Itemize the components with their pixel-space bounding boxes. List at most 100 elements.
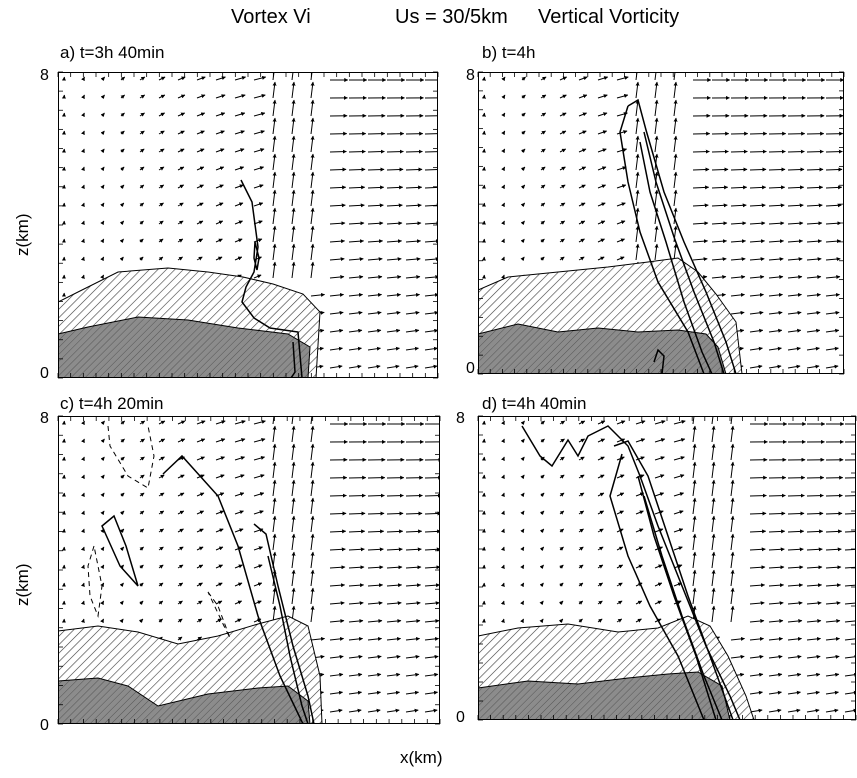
wind-vector (81, 94, 85, 100)
wind-vector (787, 511, 805, 516)
wind-vector (616, 438, 626, 443)
wind-vector (806, 364, 820, 369)
wind-vector (120, 510, 125, 515)
wind-vector (177, 582, 184, 587)
wind-vector (234, 492, 245, 497)
wind-vector (348, 547, 365, 552)
wind-vector (424, 636, 440, 641)
wind-vector (520, 456, 525, 462)
wind-vector (616, 582, 623, 587)
wind-vector (215, 600, 223, 605)
wind-vector (196, 636, 202, 641)
wind-vector (424, 221, 438, 226)
wind-vector (806, 565, 823, 570)
wind-vector (616, 546, 624, 551)
wind-vector (597, 564, 604, 569)
wind-vector (386, 565, 403, 570)
wind-vector (158, 76, 166, 81)
wind-vector (386, 364, 400, 369)
wind-vector (329, 346, 343, 351)
wind-vector (310, 636, 326, 641)
wind-vector (521, 148, 526, 153)
wind-vector (310, 497, 315, 515)
wind-vector (749, 708, 763, 713)
wind-vector (578, 456, 585, 461)
wind-vector (730, 551, 735, 569)
wind-vector (386, 149, 404, 154)
wind-vector (578, 618, 583, 623)
wind-vector (578, 76, 588, 81)
wind-vector (291, 461, 296, 479)
wind-vector (177, 546, 184, 551)
wind-vector (673, 492, 685, 497)
wind-vector (348, 328, 363, 333)
wind-vector (81, 474, 85, 480)
ytick-a-8: 8 (40, 67, 49, 84)
wind-vector (501, 256, 505, 262)
wind-vector (768, 310, 783, 315)
wind-vector (844, 566, 856, 569)
wind-vector (215, 148, 225, 153)
wind-vector (215, 202, 224, 207)
wind-vector (692, 515, 697, 533)
wind-vector (196, 600, 203, 605)
wind-vector (310, 569, 315, 587)
wind-vector (310, 261, 315, 279)
wind-vector (616, 148, 628, 153)
wind-vector (616, 166, 627, 171)
wind-vector (81, 130, 85, 136)
wind-vector (291, 587, 296, 605)
wind-vector (386, 493, 404, 498)
panel-b-contour-3 (643, 131, 725, 374)
wind-vector (329, 364, 343, 369)
wind-vector (749, 529, 767, 534)
wind-vector (80, 238, 85, 244)
wind-vector (367, 292, 383, 297)
wind-vector (80, 582, 85, 588)
wind-vector (673, 243, 678, 261)
wind-vector (234, 166, 245, 171)
wind-vector (405, 167, 423, 172)
wind-vector (825, 672, 840, 677)
wind-vector (139, 256, 144, 261)
wind-vector (405, 221, 422, 226)
wind-vector (749, 221, 766, 226)
wind-vector (635, 600, 643, 605)
wind-vector (139, 112, 145, 117)
wind-vector (597, 112, 608, 117)
wind-vector (139, 238, 144, 243)
wind-vector (310, 207, 315, 225)
wind-vector (348, 672, 363, 677)
wind-vector (692, 416, 695, 425)
wind-vector (424, 257, 438, 262)
wind-vector (730, 533, 735, 551)
wind-vector (272, 587, 277, 605)
wind-vector (521, 130, 526, 135)
wind-vector (787, 328, 802, 333)
wind-vector (291, 117, 296, 135)
wind-vector (787, 619, 803, 623)
wind-vector (81, 456, 85, 462)
wind-vector (348, 149, 366, 154)
wind-vector (559, 112, 567, 117)
wind-vector (711, 497, 716, 515)
panel-a-contour (240, 179, 303, 378)
wind-vector (501, 220, 505, 226)
wind-vector (272, 605, 277, 623)
wind-vector (692, 185, 710, 190)
wind-vector (80, 618, 85, 624)
panel-d-plot (478, 416, 856, 720)
wind-vector (215, 420, 226, 425)
wind-vector (81, 438, 85, 444)
wind-vector (196, 438, 206, 443)
wind-vector (139, 148, 145, 153)
wind-vector (768, 257, 784, 262)
wind-vector (405, 601, 421, 606)
wind-vector (711, 167, 729, 172)
wind-vector (825, 185, 843, 190)
panel-b-label: b) t=4h (482, 43, 536, 62)
wind-vector (367, 619, 383, 623)
wind-vector (348, 654, 363, 659)
wind-vector (367, 636, 383, 641)
wind-vector (272, 189, 277, 207)
